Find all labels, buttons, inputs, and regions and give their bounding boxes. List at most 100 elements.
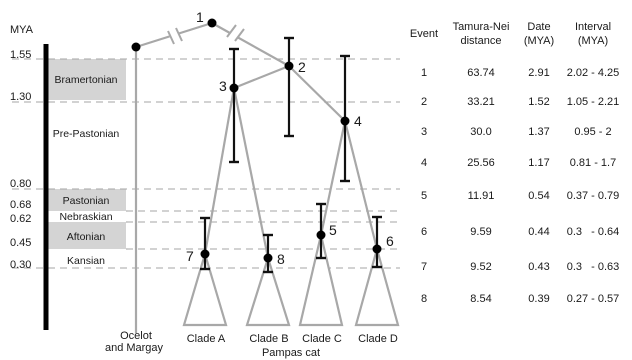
axis-label: MYA	[10, 24, 34, 36]
stage-label: Nebraskian	[59, 211, 112, 223]
node-dot	[200, 249, 210, 259]
node-dot	[284, 61, 294, 71]
clade-b-triangle	[245, 254, 291, 327]
axis-tick: 0.62	[10, 213, 31, 225]
date-cell: 1.37	[528, 126, 549, 138]
table-row: 7 9.52 0.43 0.3 - 0.63	[421, 261, 619, 273]
node-label: 5	[329, 222, 337, 238]
date-cell: 2.91	[528, 67, 549, 79]
distance-cell: 8.54	[470, 293, 491, 305]
leaf-label: Clade D	[358, 333, 398, 345]
stage-labels: Bramertonian Pre-Pastonian Pastonian Neb…	[53, 74, 120, 267]
node-dot	[316, 230, 326, 240]
break-gap	[227, 24, 243, 42]
break-mark	[234, 28, 245, 42]
interval-cell: 0.37 - 0.79	[567, 190, 620, 202]
event-cell: 5	[421, 190, 427, 202]
interval-cell: 2.02 - 4.25	[567, 67, 620, 79]
interval-cell: 0.27 - 0.57	[567, 293, 620, 305]
break-mark	[167, 30, 175, 45]
node-dot	[263, 253, 273, 263]
axis-tick: 0.80	[10, 178, 31, 190]
table-header: (MYA)	[578, 35, 608, 47]
event-cell: 2	[421, 96, 427, 108]
events-table: Event Tamura-Nei distance Date (MYA) Int…	[410, 21, 619, 305]
band-aftonian	[46, 222, 126, 249]
node-label: 2	[298, 59, 306, 75]
node-dot	[372, 244, 382, 254]
distance-cell: 9.52	[470, 261, 491, 273]
axis-tick: 0.68	[10, 199, 31, 211]
band-pastonian	[46, 189, 126, 211]
table-row: 3 30.0 1.37 0.95 - 2	[421, 126, 612, 138]
distance-cell: 9.59	[470, 226, 491, 238]
distance-cell: 63.74	[467, 67, 495, 79]
node-label: 1	[196, 9, 204, 25]
distance-cell: 25.56	[467, 157, 495, 169]
axis-tick: 1.55	[10, 49, 31, 61]
node-label: 4	[354, 113, 362, 129]
error-bar-node-2	[284, 36, 294, 138]
date-cell: 0.54	[528, 190, 549, 202]
node-label: 6	[386, 233, 394, 249]
branch	[211, 22, 290, 67]
table-header: Tamura-Nei	[453, 21, 510, 33]
error-bar-node-6	[372, 215, 382, 269]
branch	[203, 87, 236, 255]
error-bar-node-7	[200, 216, 210, 271]
distance-cell: 30.0	[470, 126, 491, 138]
event-cell: 7	[421, 261, 427, 273]
date-cell: 0.44	[528, 226, 549, 238]
leaf-label: and Margay	[105, 342, 164, 354]
axis-tick: 1.30	[10, 91, 31, 103]
table-header: Event	[410, 28, 438, 40]
group-label: Pampas cat	[262, 347, 320, 359]
branch-break-marks	[167, 24, 245, 46]
date-cell: 1.17	[528, 157, 549, 169]
tree-branches	[134, 21, 379, 333]
break-mark	[226, 24, 237, 38]
interval-cell: 0.3 - 0.63	[567, 261, 620, 273]
node-dot	[207, 18, 217, 28]
stage-label: Kansian	[67, 255, 105, 267]
time-axis: MYA 1.55 1.30 0.80 0.68 0.62 0.45 0.30	[10, 24, 49, 330]
clade-triangles	[182, 234, 400, 327]
event-cell: 4	[421, 157, 427, 169]
stage-label: Aftonian	[67, 231, 106, 243]
branch	[232, 87, 270, 259]
leaf-label: Clade A	[187, 333, 226, 345]
branch	[343, 120, 379, 250]
leaf-label: Clade B	[249, 333, 288, 345]
distance-cell: 11.91	[468, 190, 495, 202]
branch	[319, 120, 347, 236]
band-bramertonian	[46, 59, 126, 100]
node-label: 8	[277, 251, 285, 267]
clade-a-triangle	[182, 250, 228, 327]
branch	[233, 64, 290, 90]
event-cell: 1	[421, 67, 427, 79]
axis-tick: 0.45	[10, 237, 31, 249]
table-row: 8 8.54 0.39 0.27 - 0.57	[421, 293, 619, 305]
table-row: 5 11.91 0.54 0.37 - 0.79	[421, 190, 619, 202]
node-dot	[340, 116, 350, 126]
leaf-label: Clade C	[302, 333, 342, 345]
table-row: 1 63.74 2.91 2.02 - 4.25	[421, 67, 619, 79]
stage-bands	[46, 59, 126, 249]
clade-c-triangle	[298, 234, 344, 327]
table-row: 4 25.56 1.17 0.81 - 1.7	[421, 157, 616, 169]
table-header: (MYA)	[524, 35, 554, 47]
interval-cell: 1.05 - 2.21	[567, 96, 620, 108]
interval-cell: 0.3 - 0.64	[567, 226, 620, 238]
table-row: 2 33.21 1.52 1.05 - 2.21	[421, 96, 619, 108]
node-dot	[131, 42, 141, 52]
table-header: distance	[461, 35, 502, 47]
axis-tick: 0.30	[10, 259, 31, 271]
stage-label: Bramertonian	[54, 74, 117, 86]
node-label: 3	[219, 78, 227, 94]
date-cell: 1.52	[528, 96, 549, 108]
date-cell: 0.43	[528, 261, 549, 273]
date-cell: 0.39	[528, 293, 549, 305]
leaf-label: Ocelot	[120, 330, 152, 342]
leaf-labels: Ocelot and Margay Clade A Clade B Clade …	[105, 330, 398, 359]
